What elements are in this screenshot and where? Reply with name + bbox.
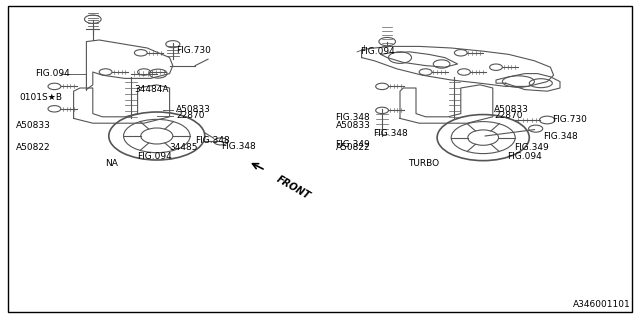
Text: A50822: A50822 [16, 143, 51, 152]
Text: A50833: A50833 [176, 105, 211, 114]
Text: TURBO: TURBO [408, 159, 440, 168]
Text: NA: NA [106, 159, 118, 168]
Text: FIG.349: FIG.349 [514, 143, 548, 152]
Text: A50833: A50833 [16, 121, 51, 130]
Text: 0101S★B: 0101S★B [19, 93, 62, 102]
Text: FIG.348: FIG.348 [543, 132, 577, 141]
Text: FIG.349: FIG.349 [335, 140, 369, 149]
Text: FIG.348: FIG.348 [335, 113, 369, 122]
Text: FIG.094: FIG.094 [35, 69, 70, 78]
Text: 22870: 22870 [494, 111, 523, 120]
Text: FIG.730: FIG.730 [176, 46, 211, 55]
Text: FIG.094: FIG.094 [360, 47, 395, 56]
Text: FIG.348: FIG.348 [221, 142, 255, 151]
Text: FIG.094: FIG.094 [138, 152, 172, 161]
Text: FRONT: FRONT [275, 174, 312, 202]
Text: FIG.348: FIG.348 [195, 136, 230, 145]
Text: FIG.348: FIG.348 [373, 129, 408, 138]
Text: 34484A: 34484A [134, 85, 169, 94]
Text: FIG.094: FIG.094 [508, 152, 542, 161]
Text: A50833: A50833 [336, 121, 371, 130]
Text: A50833: A50833 [494, 105, 529, 114]
Text: A50822: A50822 [336, 143, 371, 152]
Text: 22870: 22870 [176, 111, 205, 120]
Text: A346001101: A346001101 [573, 300, 630, 309]
Text: 34485: 34485 [170, 143, 198, 152]
Text: FIG.730: FIG.730 [552, 115, 586, 124]
